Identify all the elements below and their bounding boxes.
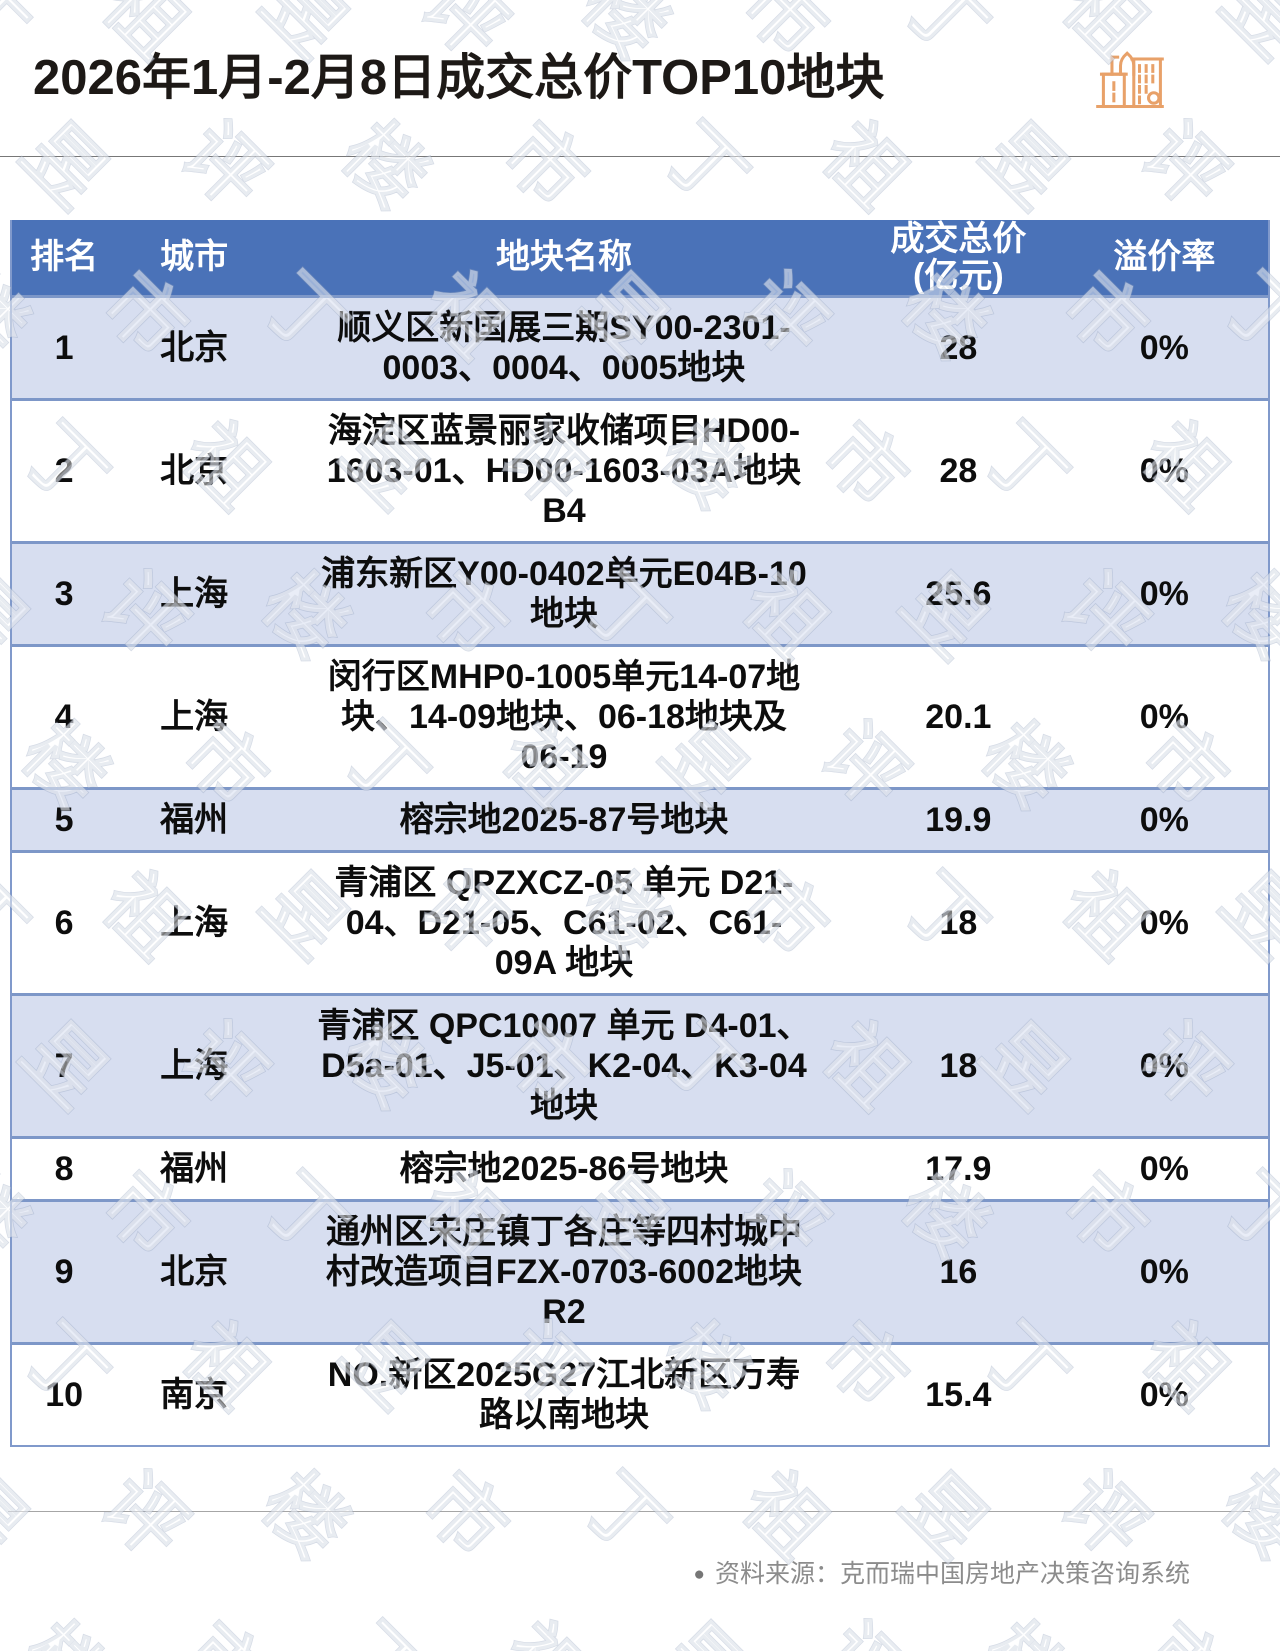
cell-name: 青浦区 QPZXCZ-05 单元 D21-04、D21-05、C61-02、C6… [334, 864, 794, 982]
cell-city: 上海 [160, 904, 229, 942]
table-row: 9 北京 通州区宋庄镇丁各庄等四村城中村改造项目FZX-0703-6002地块R… [12, 1199, 1268, 1342]
table-header-row: 排名 城市 地块名称 成交总价 (亿元) 溢价率 [12, 220, 1268, 295]
cell-rank: 3 [54, 575, 74, 613]
cell-rank: 9 [54, 1253, 74, 1291]
source-line: ● 资料来源：克而瑞中国房地产决策咨询系统 [0, 1559, 1280, 1592]
col-header-name: 地块名称 [495, 238, 632, 276]
watermark-glyph: 评 [802, 1594, 936, 1651]
cell-rank: 8 [54, 1150, 74, 1188]
watermark-glyph: 昱 [642, 1594, 776, 1651]
watermark-glyph: 楼 [962, 1594, 1096, 1651]
cell-price: 20.1 [925, 698, 992, 736]
cell-price: 28 [939, 452, 978, 490]
title-bar: 2026年1月-2月8日成交总价TOP10地块 [0, 0, 1280, 157]
cell-premium: 0% [1139, 1253, 1189, 1291]
watermark-glyph: 市 [1122, 1594, 1256, 1651]
table-row: 10 南京 NO.新区2025G27江北新区万寿路以南地块 15.4 0% [12, 1342, 1268, 1445]
cell-city: 北京 [160, 452, 229, 490]
watermark-glyph: 祖 [482, 1594, 616, 1651]
cell-city: 上海 [160, 698, 229, 736]
bullet-icon: ● [693, 1564, 705, 1585]
cell-rank: 6 [54, 904, 74, 942]
cell-rank: 10 [45, 1376, 84, 1414]
cell-price: 18 [939, 904, 978, 942]
cell-price: 28 [939, 329, 978, 367]
cell-name: 海淀区蓝景丽家收储项目HD00-1603-01、HD00-1603-03A地块B… [326, 412, 802, 530]
cell-premium: 0% [1139, 575, 1189, 613]
col-header-rank: 排名 [30, 238, 99, 276]
cell-price: 25.6 [925, 575, 992, 613]
col-header-city: 城市 [160, 238, 229, 276]
cell-city: 福州 [160, 1150, 229, 1188]
table-row: 6 上海 青浦区 QPZXCZ-05 单元 D21-04、D21-05、C61-… [12, 850, 1268, 993]
cell-price: 17.9 [925, 1150, 992, 1188]
table-row: 1 北京 顺义区新国展三期SY00-2301-0003、0004、0005地块 … [12, 295, 1268, 398]
cell-premium: 0% [1139, 904, 1189, 942]
cell-rank: 7 [54, 1047, 74, 1085]
cell-city: 上海 [160, 575, 229, 613]
col-header-price: 成交总价 (亿元) [890, 219, 1027, 295]
cell-premium: 0% [1139, 452, 1189, 490]
cell-premium: 0% [1139, 1150, 1189, 1188]
table-row: 4 上海 闵行区MHP0-1005单元14-07地块、14-09地块、06-18… [12, 644, 1268, 787]
cell-name: 顺义区新国展三期SY00-2301-0003、0004、0005地块 [337, 309, 791, 387]
table-row: 7 上海 青浦区 QPC10007 单元 D4-01、D5a-01、J5-01、… [12, 993, 1268, 1136]
cell-rank: 2 [54, 452, 74, 490]
cell-name: 浦东新区Y00-0402单元E04B-10地块 [321, 555, 807, 633]
cell-premium: 0% [1139, 1376, 1189, 1414]
footer-divider [8, 1511, 1250, 1512]
cell-city: 北京 [160, 1253, 229, 1291]
col-header-premium: 溢价率 [1113, 238, 1216, 276]
cell-name: NO.新区2025G27江北新区万寿路以南地块 [327, 1356, 801, 1434]
table-row: 3 上海 浦东新区Y00-0402单元E04B-10地块 25.6 0% [12, 541, 1268, 644]
cell-city: 南京 [160, 1376, 229, 1414]
cell-city: 北京 [160, 329, 229, 367]
cell-price: 15.4 [925, 1376, 992, 1414]
cell-price: 18 [939, 1047, 978, 1085]
page-title: 2026年1月-2月8日成交总价TOP10地块 [33, 51, 885, 105]
top10-table: 排名 城市 地块名称 成交总价 (亿元) 溢价率 1 北京 顺义区新国展三期SY… [10, 220, 1270, 1447]
watermark-glyph: 楼 [2, 1594, 136, 1651]
cell-name: 通州区宋庄镇丁各庄等四村城中村改造项目FZX-0703-6002地块R2 [325, 1213, 803, 1331]
cell-city: 上海 [160, 1047, 229, 1085]
cell-name: 榕宗地2025-86号地块 [399, 1150, 729, 1188]
cell-name: 闵行区MHP0-1005单元14-07地块、14-09地块、06-18地块及06… [327, 658, 801, 776]
cell-name: 青浦区 QPC10007 单元 D4-01、D5a-01、J5-01、K2-04… [317, 1007, 811, 1125]
cell-premium: 0% [1139, 801, 1189, 839]
cell-premium: 0% [1139, 329, 1189, 367]
table-row: 2 北京 海淀区蓝景丽家收储项目HD00-1603-01、HD00-1603-0… [12, 398, 1268, 541]
source-text: 资料来源：克而瑞中国房地产决策咨询系统 [714, 1560, 1190, 1588]
table-row: 5 福州 榕宗地2025-87号地块 19.9 0% [12, 787, 1268, 850]
cell-name: 榕宗地2025-87号地块 [399, 801, 729, 839]
table-row: 8 福州 榕宗地2025-86号地块 17.9 0% [12, 1136, 1268, 1199]
cell-premium: 0% [1139, 698, 1189, 736]
cell-city: 福州 [160, 801, 229, 839]
cell-rank: 4 [54, 698, 74, 736]
table-body: 1 北京 顺义区新国展三期SY00-2301-0003、0004、0005地块 … [12, 295, 1268, 1445]
watermark-glyph: 丁 [322, 1594, 456, 1651]
buildings-icon [1096, 51, 1164, 109]
cell-rank: 1 [54, 329, 74, 367]
cell-premium: 0% [1139, 1047, 1189, 1085]
watermark-glyph: 市 [162, 1594, 296, 1651]
cell-price: 16 [939, 1253, 978, 1291]
cell-rank: 5 [54, 801, 74, 839]
cell-price: 19.9 [925, 801, 992, 839]
